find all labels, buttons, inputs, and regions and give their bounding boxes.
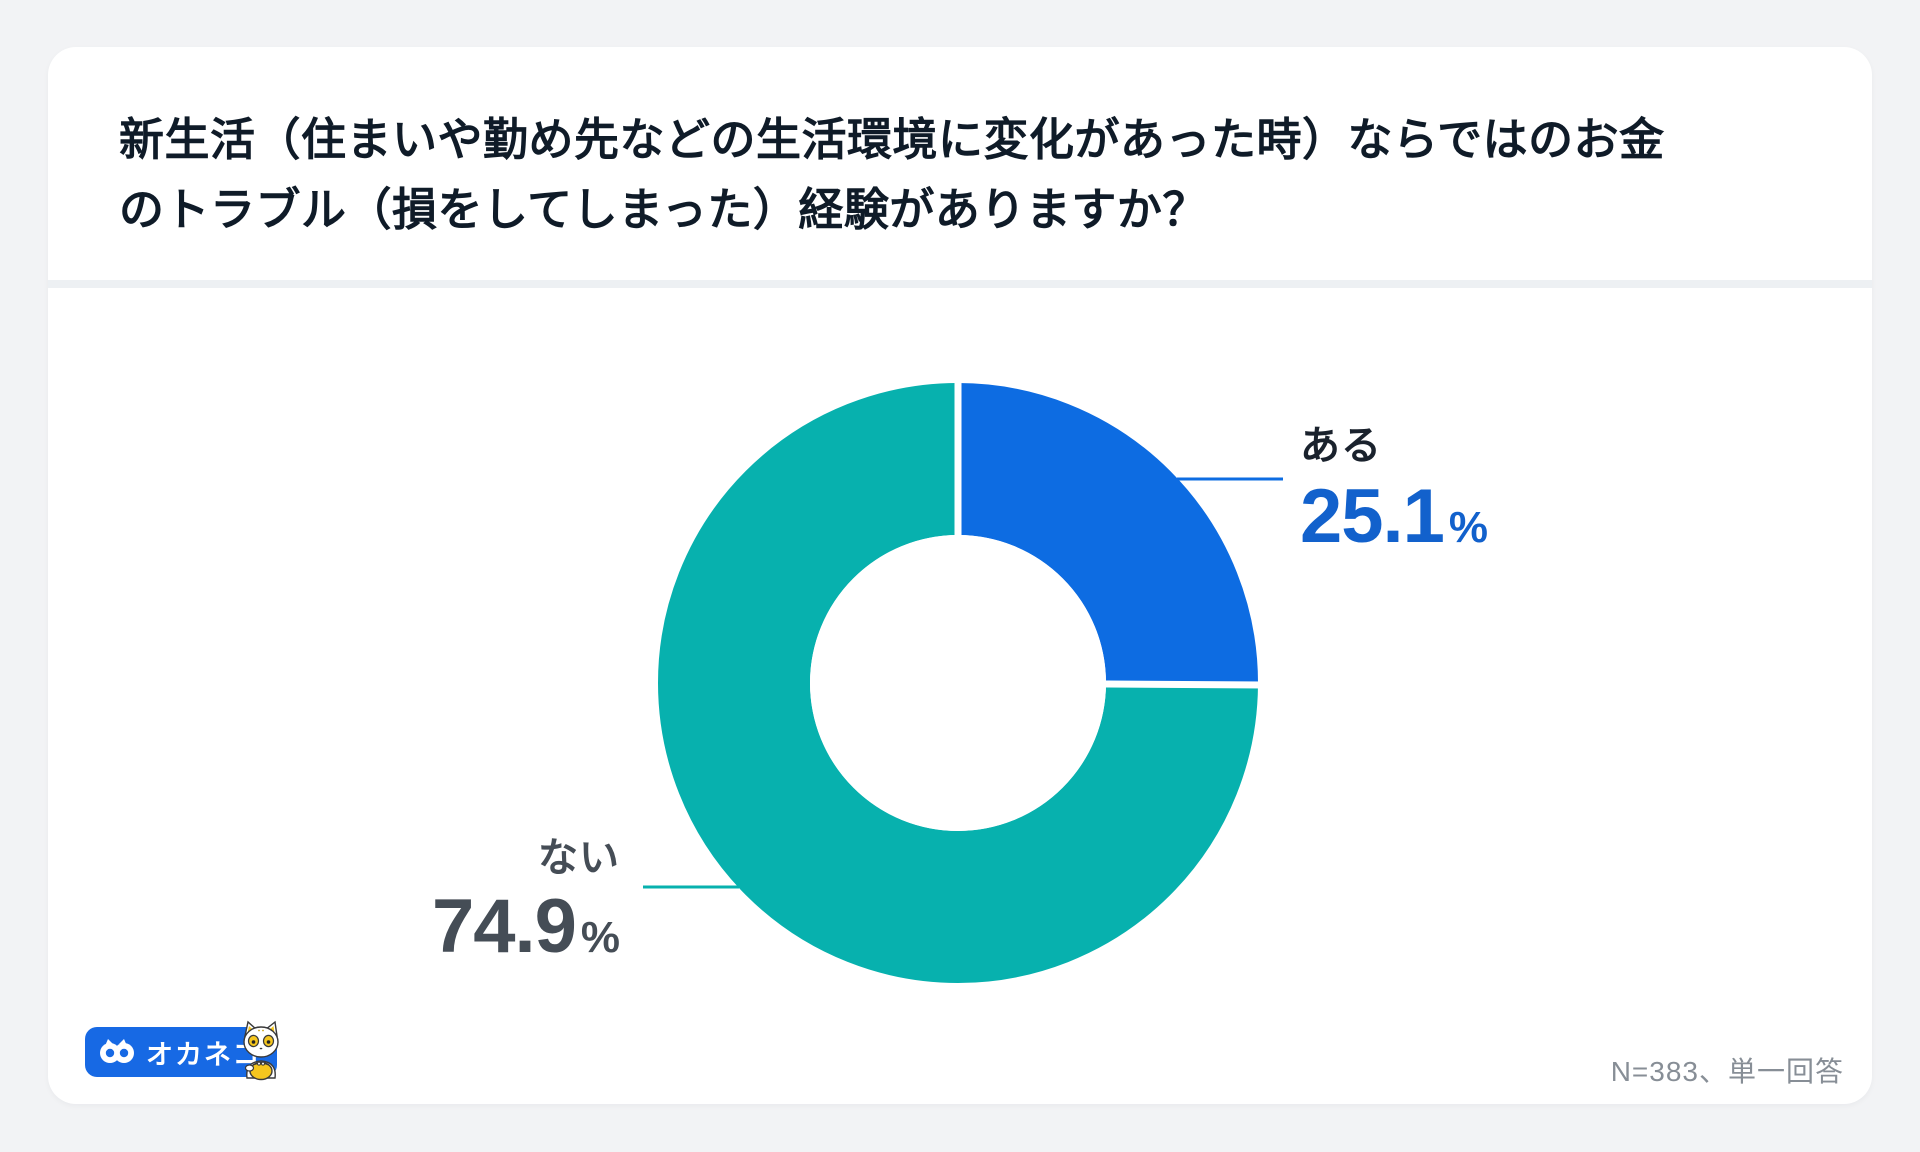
callout-aru: ある 25.1 % [1300, 424, 1489, 559]
title-line-2: のトラブル（損をしてしまった）経験がありますか？ [119, 184, 1208, 235]
survey-card: 新生活（住まいや勤め先などの生活環境に変化があった時）ならではのお金 のトラブル… [48, 47, 1872, 1104]
card-header: 新生活（住まいや勤め先などの生活環境に変化があった時）ならではのお金 のトラブル… [48, 47, 1872, 280]
percent-sign-nai: % [580, 913, 620, 962]
value-row-aru: 25.1 % [1300, 474, 1489, 559]
header-divider [48, 280, 1872, 288]
title-line-1: 新生活（住まいや勤め先などの生活環境に変化があった時）ならではのお金 [119, 114, 1665, 165]
okaneko-logo: オカネコ [85, 1020, 279, 1081]
callout-nai: ない 74.9 % [431, 836, 620, 969]
percent-sign-aru: % [1448, 503, 1489, 552]
value-nai: 74.9 [431, 884, 577, 969]
value-row-nai: 74.9 % [431, 884, 620, 969]
sample-note: N=383、単一回答 [1610, 1056, 1844, 1087]
label-nai: ない [538, 836, 620, 880]
logo-label: オカネコ [146, 1039, 262, 1070]
chart-area [48, 288, 1872, 1104]
infinity-icon [100, 1039, 134, 1063]
value-aru: 25.1 [1300, 474, 1445, 559]
label-aru: ある [1300, 424, 1382, 468]
question-title: 新生活（住まいや勤め先などの生活環境に変化があった時）ならではのお金 のトラブル… [119, 105, 1759, 245]
cat-mascot-icon [243, 1020, 279, 1081]
